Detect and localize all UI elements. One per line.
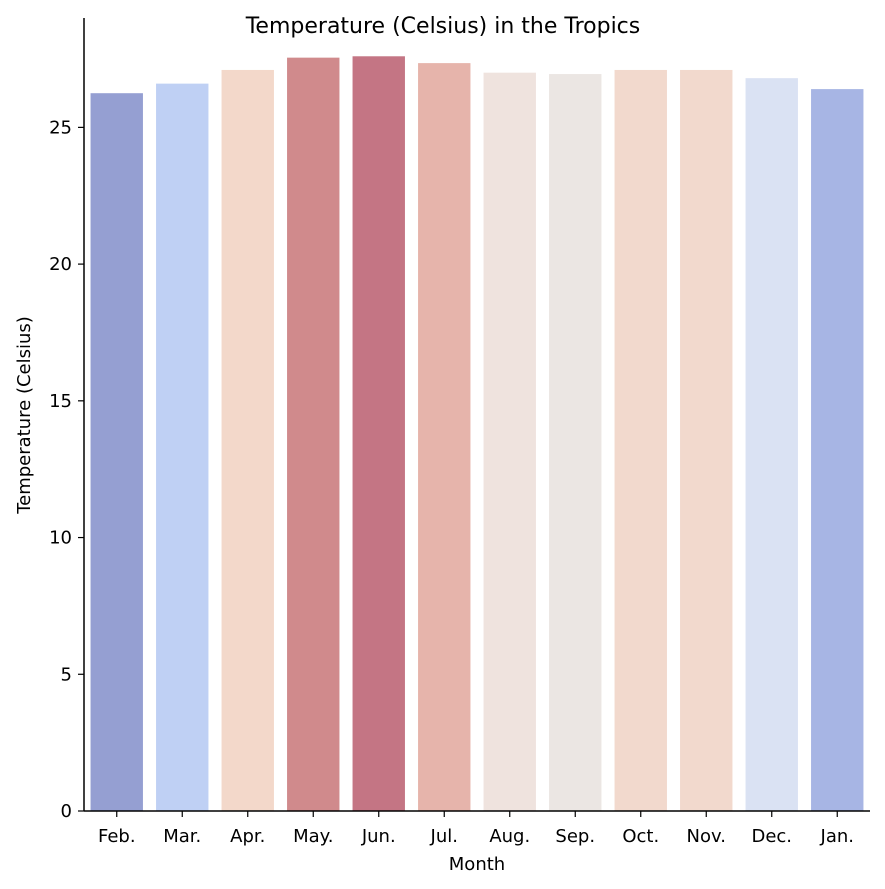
bar-aug (483, 72, 536, 812)
x-tick-label: Jul. (430, 826, 458, 847)
x-axis-ticks: Feb. Mar. Apr. May. Jun. Jul. Aug. Sep. Oct. Nov.… (98, 811, 854, 847)
x-axis-label: Month (449, 854, 505, 875)
x-tick-label: May. (293, 826, 333, 847)
x-tick-label: Jan. (820, 826, 854, 847)
x-tick-label: Sep. (555, 826, 595, 847)
bar-oct (614, 69, 667, 811)
y-tick-label: 20 (49, 254, 72, 275)
y-tick-label: 5 (61, 664, 72, 685)
y-tick-label: 10 (49, 528, 72, 549)
y-axis-ticks: 0 5 10 15 20 25 (49, 117, 84, 822)
bar-nov (680, 69, 733, 811)
x-tick-label: Nov. (687, 826, 726, 847)
bar-mar (156, 83, 209, 812)
bar-jun (352, 56, 405, 811)
bar-jul (418, 63, 471, 812)
bar-feb (90, 93, 143, 812)
x-tick-label: Oct. (622, 826, 659, 847)
x-tick-label: Aug. (489, 826, 530, 847)
y-tick-label: 0 (61, 801, 72, 822)
y-axis-label: Temperature (Celsius) (14, 316, 35, 515)
bars-group (90, 56, 864, 812)
x-tick-label: Dec. (751, 826, 792, 847)
x-tick-label: Apr. (230, 826, 265, 847)
chart-title: Temperature (Celsius) in the Tropics (245, 14, 641, 39)
x-tick-label: Jun. (361, 826, 396, 847)
x-tick-label: Feb. (98, 826, 136, 847)
bar-may (287, 57, 340, 811)
x-tick-label: Mar. (163, 826, 201, 847)
y-tick-label: 25 (49, 117, 72, 138)
bar-dec (745, 78, 798, 811)
bar-jan (811, 89, 864, 811)
bar-sep (549, 74, 602, 812)
bar-apr (221, 69, 274, 811)
y-tick-label: 15 (49, 391, 72, 412)
